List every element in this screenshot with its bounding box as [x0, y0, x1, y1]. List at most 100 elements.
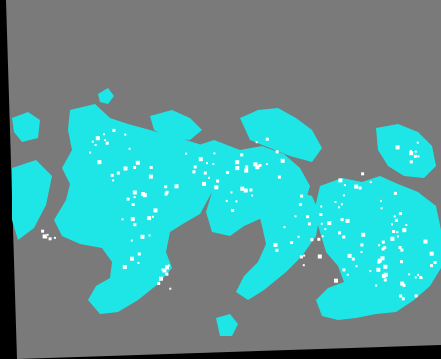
white-pixel — [208, 176, 210, 179]
white-pixel — [409, 151, 414, 156]
white-pixel — [380, 199, 382, 202]
white-pixel — [351, 257, 355, 261]
white-pixel — [105, 141, 109, 145]
white-pixel — [290, 241, 294, 244]
white-pixel — [306, 215, 310, 219]
white-pixel — [135, 160, 140, 165]
white-pixel — [124, 133, 127, 136]
white-pixel — [206, 162, 208, 165]
white-pixel — [277, 175, 281, 179]
white-pixel — [361, 172, 365, 176]
white-pixel — [265, 137, 269, 141]
cyan-region — [314, 176, 441, 320]
cyan-region — [12, 160, 52, 240]
white-pixel — [299, 255, 303, 259]
white-pixel — [225, 199, 228, 202]
white-class-layer — [41, 128, 437, 301]
white-pixel — [355, 265, 358, 268]
white-pixel — [141, 192, 145, 196]
white-pixel — [240, 186, 245, 191]
white-pixel — [169, 287, 172, 290]
white-pixel — [340, 218, 344, 222]
white-pixel — [417, 273, 420, 276]
white-pixel — [130, 256, 134, 261]
white-pixel — [212, 163, 215, 166]
white-pixel — [165, 272, 169, 276]
white-pixel — [317, 237, 321, 241]
white-pixel — [231, 209, 235, 212]
white-pixel — [398, 246, 402, 249]
white-pixel — [249, 188, 253, 192]
white-pixel — [317, 254, 322, 259]
white-pixel — [392, 230, 396, 233]
white-pixel — [53, 236, 56, 239]
cyan-region — [150, 110, 202, 140]
white-pixel — [265, 163, 268, 166]
white-pixel — [376, 267, 381, 272]
cyan-class-layer — [12, 88, 441, 336]
cyan-region — [376, 124, 436, 178]
white-pixel — [235, 166, 240, 171]
white-pixel — [95, 136, 100, 141]
white-pixel — [408, 273, 411, 276]
white-pixel — [400, 248, 404, 252]
white-pixel — [381, 240, 385, 244]
cyan-region — [12, 112, 40, 142]
white-pixel — [198, 157, 203, 162]
white-pixel — [338, 178, 343, 183]
white-pixel — [213, 152, 216, 155]
white-pixel — [383, 264, 388, 269]
white-pixel — [116, 171, 120, 175]
white-pixel — [165, 265, 169, 270]
white-pixel — [393, 191, 397, 195]
white-pixel — [91, 140, 94, 143]
white-pixel — [245, 165, 249, 169]
white-pixel — [338, 231, 341, 235]
white-pixel — [41, 229, 45, 233]
white-pixel — [251, 194, 254, 197]
white-pixel — [413, 154, 417, 158]
white-pixel — [243, 188, 248, 193]
white-pixel — [147, 216, 152, 221]
white-pixel — [275, 248, 279, 252]
white-pixel — [380, 207, 383, 210]
white-pixel — [258, 163, 262, 167]
white-pixel — [342, 194, 345, 197]
white-pixel — [354, 184, 359, 189]
white-pixel — [400, 260, 403, 264]
white-pixel — [164, 192, 168, 196]
white-pixel — [302, 264, 305, 267]
white-pixel — [202, 181, 206, 186]
white-pixel — [307, 222, 311, 226]
white-pixel — [396, 231, 399, 234]
white-pixel — [377, 260, 381, 264]
white-pixel — [112, 128, 116, 132]
white-pixel — [417, 155, 420, 158]
white-pixel — [185, 152, 188, 155]
white-pixel — [369, 181, 372, 184]
white-pixel — [430, 264, 433, 268]
white-pixel — [319, 213, 323, 216]
white-pixel — [244, 168, 249, 173]
white-pixel — [89, 151, 92, 154]
white-pixel — [429, 251, 434, 256]
white-pixel — [414, 276, 417, 279]
white-pixel — [133, 166, 136, 169]
white-pixel — [164, 185, 168, 189]
white-pixel — [112, 179, 115, 182]
white-pixel — [394, 218, 398, 222]
white-pixel — [110, 173, 114, 177]
white-pixel — [409, 150, 412, 152]
white-pixel — [132, 190, 137, 195]
white-pixel — [140, 234, 145, 239]
white-pixel — [103, 133, 105, 136]
white-pixel — [414, 294, 418, 298]
white-pixel — [161, 268, 164, 271]
white-pixel — [414, 150, 417, 153]
cyan-region — [240, 108, 322, 162]
white-pixel — [235, 160, 240, 165]
white-pixel — [334, 201, 337, 203]
white-pixel — [226, 171, 230, 174]
